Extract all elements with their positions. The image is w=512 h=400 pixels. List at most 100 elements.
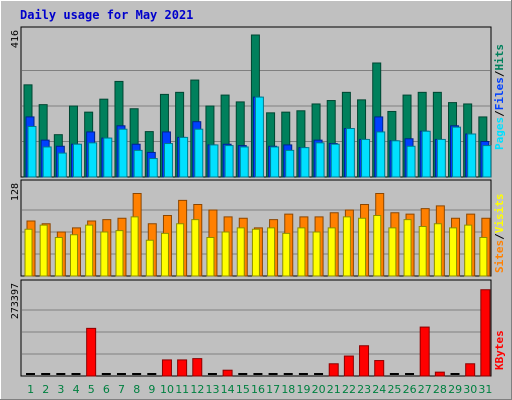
bar-kbytes-day-14 xyxy=(222,369,233,377)
day-label: 25 xyxy=(387,383,401,396)
bar-pages-day-27 xyxy=(421,130,431,178)
bar-pages-day-11 xyxy=(179,136,189,178)
bar-baseline xyxy=(283,373,293,375)
bar-pages-day-14 xyxy=(224,145,234,178)
legend-kbytes: KBytes xyxy=(493,330,506,370)
bar-pages-day-8 xyxy=(133,149,143,178)
bar-pages-day-13 xyxy=(209,144,219,178)
bar-visits-day-7 xyxy=(115,230,124,277)
bar-visits-day-19 xyxy=(297,227,306,277)
bar-visits-day-29 xyxy=(449,227,458,277)
bar-visits-day-15 xyxy=(236,227,245,277)
bar-pages-day-12 xyxy=(194,128,204,178)
bar-baseline xyxy=(450,373,460,375)
bar-pages-day-3 xyxy=(57,152,67,178)
bar-visits-day-2 xyxy=(39,224,48,277)
bar-visits-day-27 xyxy=(418,226,427,277)
day-label: 16 xyxy=(251,383,265,396)
bar-visits-day-25 xyxy=(388,227,397,277)
day-label: 30 xyxy=(463,383,477,396)
day-label: 24 xyxy=(372,383,386,396)
bar-pages-day-25 xyxy=(391,140,401,178)
day-label: 9 xyxy=(148,383,155,396)
day-label: 12 xyxy=(190,383,204,396)
bar-baseline xyxy=(56,373,66,375)
bar-visits-day-9 xyxy=(145,239,154,277)
day-label: 15 xyxy=(236,383,250,396)
day-label: 27 xyxy=(418,383,432,396)
bar-pages-day-19 xyxy=(300,147,310,178)
bar-visits-day-16 xyxy=(251,228,260,277)
bar-baseline xyxy=(298,373,308,375)
bar-visits-day-12 xyxy=(191,219,200,277)
bar-kbytes-day-23 xyxy=(359,345,370,377)
bar-visits-day-14 xyxy=(221,231,230,277)
bar-pages-day-26 xyxy=(406,145,416,178)
bar-visits-day-3 xyxy=(54,237,63,277)
bar-pages-day-24 xyxy=(376,131,386,178)
day-label: 8 xyxy=(133,383,140,396)
legend-visits: Visits xyxy=(493,194,506,234)
bar-visits-day-30 xyxy=(464,224,473,277)
bar-pages-day-23 xyxy=(361,138,371,178)
chart-title: Daily usage for May 2021 xyxy=(20,8,193,22)
bar-visits-day-13 xyxy=(206,237,215,277)
mid-ymax-label: 128 xyxy=(10,183,21,201)
bar-pages-day-2 xyxy=(42,146,52,178)
kbytes-panel: 273397 xyxy=(10,279,492,377)
day-label: 5 xyxy=(88,383,95,396)
bar-baseline xyxy=(314,373,324,375)
day-label: 23 xyxy=(357,383,371,396)
day-label: 17 xyxy=(266,383,280,396)
day-label: 13 xyxy=(206,383,220,396)
bar-pages-day-21 xyxy=(330,143,340,178)
bar-kbytes-day-21 xyxy=(328,363,339,377)
day-label: 6 xyxy=(103,383,110,396)
bar-visits-day-24 xyxy=(373,215,382,277)
bar-pages-day-28 xyxy=(436,138,446,178)
bar-baseline xyxy=(268,373,278,375)
day-label: 18 xyxy=(281,383,295,396)
bar-kbytes-day-24 xyxy=(374,360,385,377)
day-label: 3 xyxy=(57,383,64,396)
bar-pages-day-16 xyxy=(254,96,264,178)
bar-baseline xyxy=(238,373,248,375)
bar-kbytes-day-11 xyxy=(177,359,188,377)
bar-baseline xyxy=(405,373,415,375)
legend-sep: / xyxy=(493,233,506,240)
legend-hits: Hits xyxy=(493,44,506,71)
day-label: 1 xyxy=(27,383,34,396)
bar-visits-day-23 xyxy=(358,217,367,277)
day-label: 7 xyxy=(118,383,125,396)
bar-baseline xyxy=(389,373,399,375)
bar-pages-day-4 xyxy=(72,143,82,178)
bar-visits-day-5 xyxy=(85,224,94,277)
legend-sep: / xyxy=(493,110,506,117)
bar-baseline xyxy=(207,373,217,375)
bar-visits-day-20 xyxy=(312,231,321,277)
top-ymax-label: 416 xyxy=(10,30,21,48)
legend-mid: Sites/Visits xyxy=(493,194,506,274)
bar-visits-day-1 xyxy=(24,228,33,277)
legend-top: Pages/Files/Hits xyxy=(493,44,506,150)
bar-baseline xyxy=(147,373,157,375)
bar-kbytes-day-10 xyxy=(161,359,172,377)
legend-sep: / xyxy=(493,70,506,77)
bar-pages-day-17 xyxy=(270,146,280,178)
bar-baseline xyxy=(116,373,126,375)
day-label: 31 xyxy=(478,383,492,396)
legend-sites: Sites xyxy=(493,240,506,273)
bar-kbytes-day-5 xyxy=(86,327,97,377)
day-label: 11 xyxy=(175,383,189,396)
bar-pages-day-9 xyxy=(148,158,158,178)
bar-pages-day-1 xyxy=(27,125,37,178)
bar-visits-day-22 xyxy=(342,216,351,277)
bar-pages-day-29 xyxy=(452,126,462,178)
bar-visits-day-18 xyxy=(282,232,291,277)
day-label: 20 xyxy=(312,383,326,396)
bar-pages-day-18 xyxy=(285,149,295,178)
bar-kbytes-day-31 xyxy=(480,289,491,377)
bar-kbytes-day-22 xyxy=(343,355,354,377)
day-label: 21 xyxy=(327,383,341,396)
